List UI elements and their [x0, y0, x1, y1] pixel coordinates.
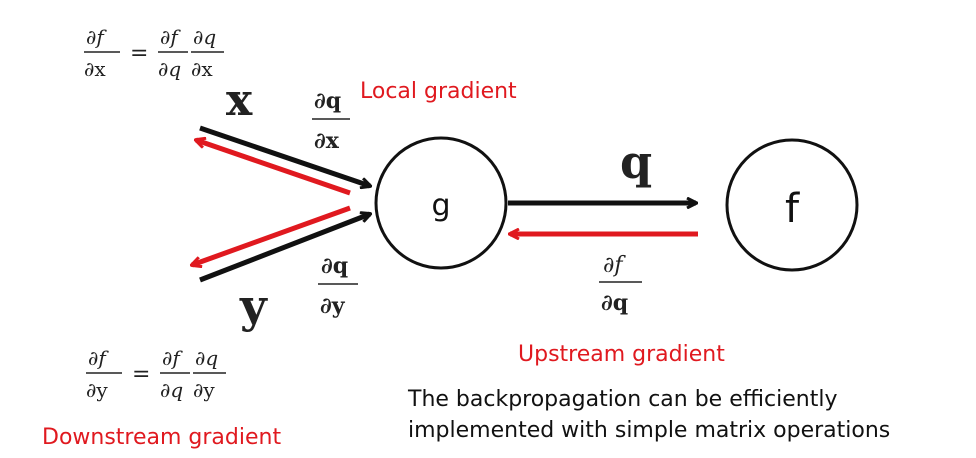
formula-df-dy-den: ∂y — [86, 378, 108, 402]
equals-sign: = — [130, 41, 148, 66]
formula-df-dx: ∂f ∂x = ∂f ∂q ∂q ∂x — [84, 25, 224, 81]
formula-df-dx-rhs1-num: ∂f — [160, 25, 181, 49]
formula-df-dq-den: ∂q — [601, 290, 628, 316]
formula-dq-dy: ∂q ∂y — [318, 253, 358, 319]
formula-df-dy-rhs1-num: ∂f — [162, 346, 183, 370]
formula-dq-dy-den: ∂y — [320, 293, 346, 319]
formula-df-dy-num: ∂f — [88, 346, 109, 370]
formula-df-dx-rhs1-den: ∂q — [158, 57, 181, 81]
node-g — [374, 136, 508, 270]
formula-dq-dy-num: ∂q — [321, 253, 348, 279]
formula-df-dq: ∂f ∂q — [599, 253, 642, 316]
caption-line-2: implemented with simple matrix operation… — [408, 418, 890, 443]
variable-x: x — [226, 75, 253, 126]
node-f — [725, 138, 859, 272]
formula-df-dx-rhs2-den: ∂x — [191, 57, 213, 81]
formula-dq-dx-den: ∂x — [314, 128, 340, 154]
node-f-label: f — [785, 186, 800, 232]
formula-df-dy-rhs2-den: ∂y — [193, 378, 215, 402]
formula-dq-dx: ∂q ∂x — [312, 88, 350, 154]
formula-df-dx-num: ∂f — [86, 25, 107, 49]
formula-df-dy-rhs2-num: ∂q — [195, 346, 218, 370]
backward-arrow-y — [192, 205, 351, 265]
local-gradient-label: Local gradient — [360, 79, 517, 104]
formula-df-dx-rhs2-num: ∂q — [193, 25, 216, 49]
formula-df-dx-den: ∂x — [84, 57, 106, 81]
downstream-gradient-label: Downstream gradient — [42, 425, 281, 450]
equals-sign: = — [132, 362, 150, 387]
formula-dq-dx-num: ∂q — [314, 88, 341, 114]
node-g-label: g — [431, 188, 450, 223]
formula-df-dy-rhs1-den: ∂q — [160, 378, 183, 402]
formula-df-dq-num: ∂f — [603, 253, 626, 278]
caption-line-1: The backpropagation can be efficiently — [407, 387, 837, 412]
backward-arrow-x — [196, 140, 351, 196]
variable-q: q — [620, 135, 652, 189]
forward-arrow-y — [199, 214, 370, 283]
upstream-gradient-label: Upstream gradient — [518, 342, 725, 367]
variable-y: y — [239, 279, 268, 333]
formula-df-dy: ∂f ∂y = ∂f ∂q ∂q ∂y — [86, 346, 226, 402]
forward-arrow-x — [199, 125, 370, 186]
